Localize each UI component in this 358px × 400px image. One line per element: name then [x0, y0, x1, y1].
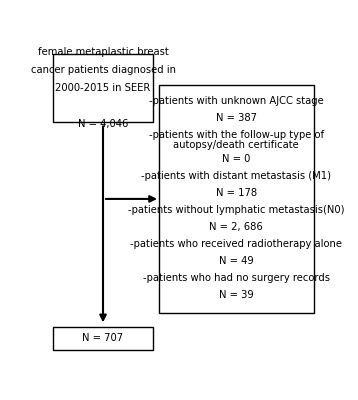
Text: -patients with the follow-up type of: -patients with the follow-up type of — [149, 130, 324, 140]
Text: -patients who received radiotherapy alone: -patients who received radiotherapy alon… — [130, 239, 342, 249]
Text: N = 49: N = 49 — [219, 256, 253, 266]
Text: -patients without lymphatic metastasis(N0): -patients without lymphatic metastasis(N… — [128, 205, 344, 215]
Text: N = 387: N = 387 — [216, 113, 257, 123]
Text: N = 178: N = 178 — [216, 188, 257, 198]
FancyBboxPatch shape — [53, 327, 153, 350]
Text: N = 0: N = 0 — [222, 154, 250, 164]
Text: -patients who had no surgery records: -patients who had no surgery records — [143, 273, 330, 283]
Text: N = 39: N = 39 — [219, 290, 253, 300]
Text: -patients with distant metastasis (M1): -patients with distant metastasis (M1) — [141, 171, 331, 181]
Text: female metaplastic breast
cancer patients diagnosed in
2000-2015 in SEER

N = 4,: female metaplastic breast cancer patient… — [30, 47, 175, 129]
Text: N = 707: N = 707 — [82, 333, 124, 343]
Text: autopsy/death certificate: autopsy/death certificate — [173, 140, 299, 150]
FancyBboxPatch shape — [53, 54, 153, 122]
FancyBboxPatch shape — [159, 85, 314, 313]
Text: -patients with unknown AJCC stage: -patients with unknown AJCC stage — [149, 96, 324, 106]
Text: N = 2, 686: N = 2, 686 — [209, 222, 263, 232]
